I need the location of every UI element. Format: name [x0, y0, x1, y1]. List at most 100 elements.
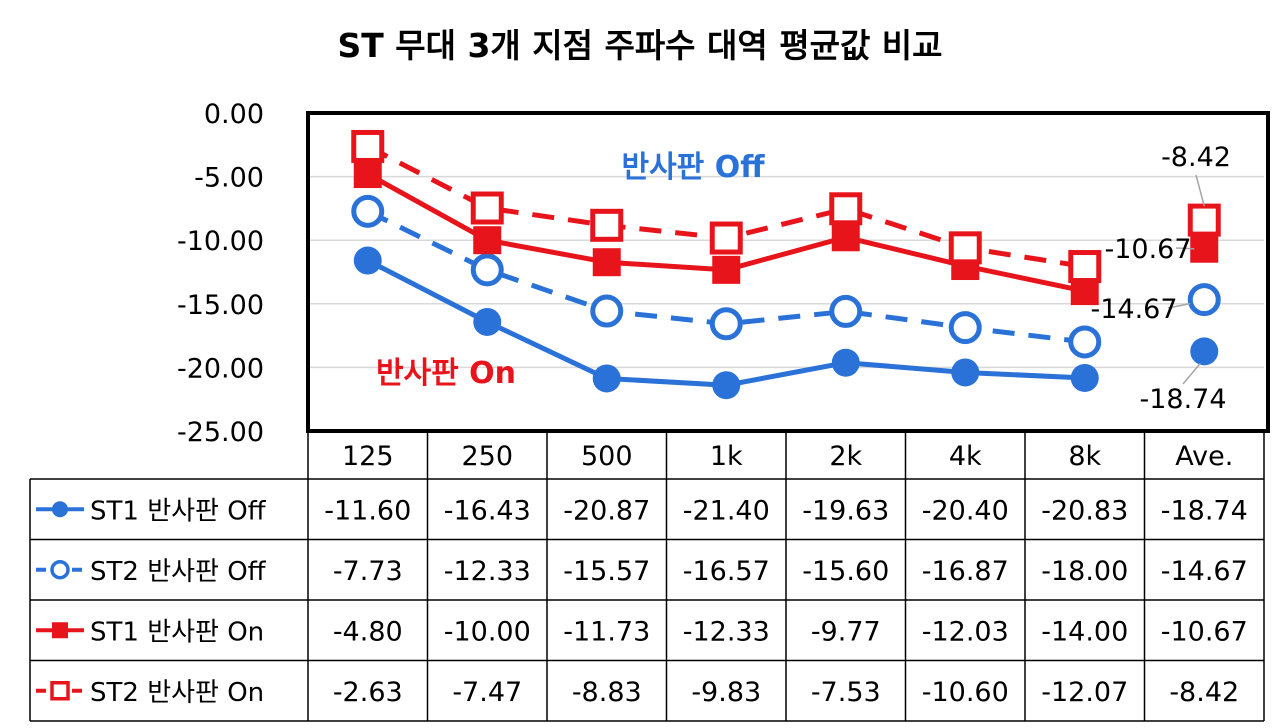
series-name: ST1 반사판 On	[90, 617, 264, 647]
table-cell-value: -12.33	[444, 556, 531, 587]
table-cell-value: -11.60	[324, 495, 411, 526]
data-point-marker	[470, 191, 504, 225]
x-category-label: 8k	[1068, 441, 1101, 472]
annotation-layer: 반사판 Off 반사판 On -8.42 -10.67 -14.67 -18.74	[376, 142, 1231, 415]
table-cell-value: -20.40	[922, 495, 1009, 526]
table-cell-value: -12.33	[683, 616, 770, 647]
table-cell-value: -7.73	[333, 556, 403, 587]
table-cell-value: -18.00	[1041, 556, 1128, 587]
table-cell-value: -21.40	[683, 495, 770, 526]
data-point-marker	[1187, 203, 1221, 237]
ave-value-callout: -14.67	[1090, 294, 1177, 325]
table-cell-value: -20.87	[563, 495, 650, 526]
y-tick-label: -25.00	[177, 417, 264, 448]
table-cell-value: -20.83	[1041, 495, 1128, 526]
gridlines	[308, 175, 1264, 369]
table-cell-value: -8.42	[1169, 677, 1239, 708]
table-cell-value: -14.00	[1041, 616, 1128, 647]
data-point-marker	[351, 194, 385, 228]
data-point-marker	[951, 358, 980, 387]
table-cell-value: -19.63	[802, 495, 889, 526]
table-cell-value: -4.80	[333, 616, 403, 647]
series-name: ST2 반사판 On	[90, 678, 264, 708]
y-tick-label: 0.00	[204, 99, 264, 130]
series-name: ST1 반사판 Off	[90, 496, 267, 526]
table-cell-value: -9.77	[811, 616, 881, 647]
data-point-marker	[831, 223, 860, 252]
data-point-marker	[709, 307, 743, 341]
table-cell-value: -18.74	[1161, 495, 1248, 526]
x-category-label: 2k	[829, 441, 862, 472]
data-point-marker	[1187, 283, 1221, 317]
callout-leader-line	[1167, 302, 1191, 309]
legend-key-marker	[50, 681, 70, 701]
y-tick-label: -20.00	[177, 353, 264, 384]
data-point-marker	[592, 248, 621, 277]
data-point-marker	[1070, 363, 1099, 392]
table-cell-value: -7.47	[452, 677, 522, 708]
table-cell-value: -14.67	[1161, 556, 1248, 587]
legend-key-marker	[52, 622, 68, 639]
y-tick-label: -5.00	[194, 163, 264, 194]
table-cell-value: -16.43	[444, 495, 531, 526]
data-point-marker	[712, 255, 741, 284]
data-point-marker	[590, 208, 624, 242]
data-point-marker	[831, 348, 860, 377]
data-table: 125 250 500 1k 2k 4k 8k Ave. ST1 반사판 Off -11.60 -1…	[29, 430, 1265, 722]
data-point-marker	[829, 294, 863, 328]
y-tick-label: -15.00	[177, 290, 264, 321]
annotation-reflector-off: 반사판 Off	[621, 150, 765, 185]
data-point-marker	[473, 226, 502, 255]
table-cell-value: -15.60	[802, 556, 889, 587]
x-category-label: Ave.	[1175, 441, 1233, 472]
table-cell-value: -16.57	[683, 556, 770, 587]
table-cell-value: -10.60	[922, 677, 1009, 708]
table-cell-value: -12.03	[922, 616, 1009, 647]
table-cell-value: -15.57	[563, 556, 650, 587]
series-name: ST2 반사판 Off	[90, 557, 267, 587]
ave-value-callout: -18.74	[1139, 384, 1226, 415]
callout-leader-line	[1175, 247, 1195, 250]
data-point-marker	[353, 246, 382, 275]
data-point-marker	[948, 231, 982, 265]
series-layer	[351, 129, 1221, 400]
x-category-label: 500	[581, 441, 633, 472]
data-point-marker	[353, 160, 382, 189]
x-category-label: 4k	[949, 441, 982, 472]
data-point-marker	[948, 311, 982, 345]
data-point-marker	[712, 371, 741, 400]
ave-value-callout: -10.67	[1104, 234, 1191, 265]
table-cell-value: -7.53	[811, 677, 881, 708]
data-point-marker	[829, 192, 863, 226]
table-cell-value: -11.73	[563, 616, 650, 647]
data-point-marker	[592, 364, 621, 393]
chart-title: ST 무대 3개 지점 주파수 대역 평균값 비교	[337, 26, 942, 65]
x-category-label: 125	[342, 441, 394, 472]
y-axis-ticks: 0.00 -5.00 -10.00 -15.00 -20.00 -25.00	[177, 99, 264, 448]
x-category-label: 250	[461, 441, 513, 472]
callout-leader-line	[1195, 174, 1205, 207]
table-cell-value: -9.83	[691, 677, 761, 708]
x-category-label: 1k	[710, 441, 743, 472]
callout-leader-line	[1182, 362, 1201, 385]
data-point-marker	[1190, 234, 1219, 263]
table-cell-value: -12.07	[1041, 677, 1128, 708]
data-point-marker	[1068, 325, 1102, 359]
table-cell-value: -10.67	[1161, 616, 1248, 647]
data-point-marker	[1190, 337, 1219, 366]
data-point-marker	[470, 253, 504, 287]
table-cell-value: -16.87	[922, 556, 1009, 587]
legend-key-marker	[52, 501, 68, 518]
ave-value-callout: -8.42	[1161, 142, 1231, 173]
y-tick-label: -10.00	[177, 226, 264, 257]
data-point-marker	[473, 307, 502, 336]
data-point-marker	[709, 221, 743, 255]
data-point-marker	[351, 129, 385, 163]
legend-key-marker	[50, 560, 70, 580]
table-cell-value: -8.83	[572, 677, 642, 708]
table-cell-value: -10.00	[444, 616, 531, 647]
annotation-reflector-on: 반사판 On	[376, 356, 516, 391]
data-point-marker	[590, 294, 624, 328]
data-point-marker	[1068, 250, 1102, 284]
